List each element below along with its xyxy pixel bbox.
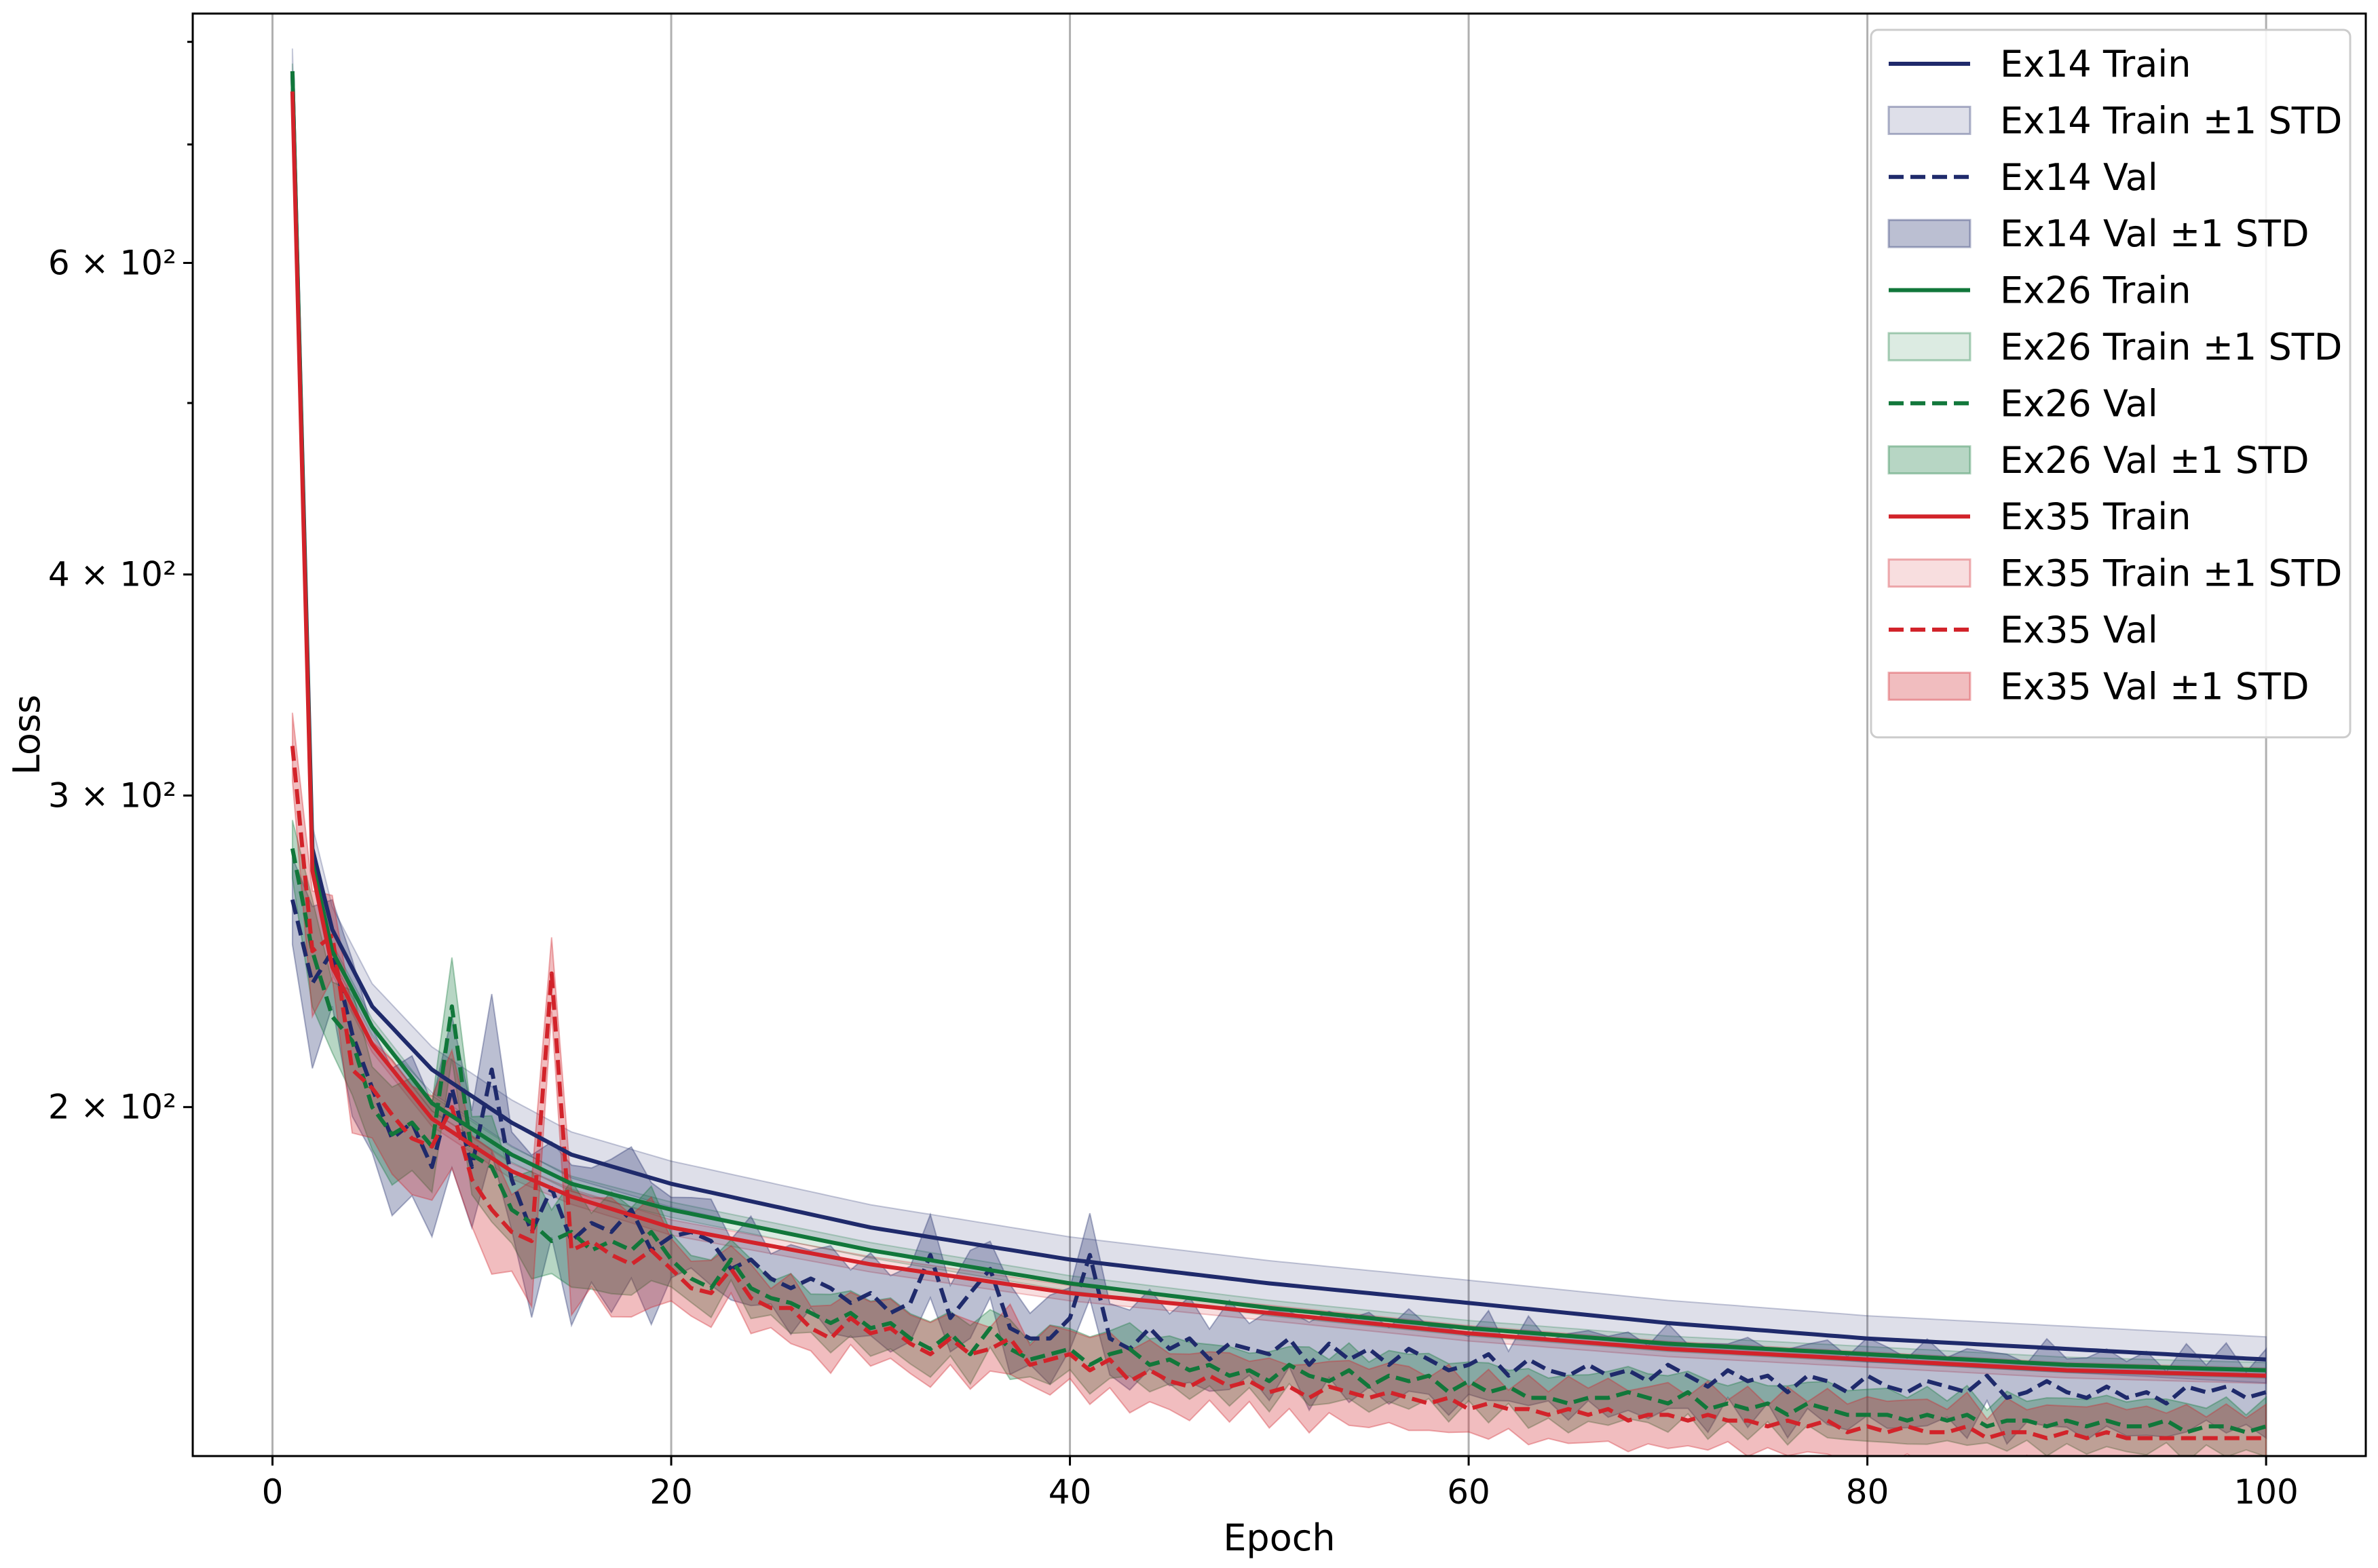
x-tick-label: 100 <box>2233 1472 2298 1512</box>
legend-label: Ex35 Val ±1 STD <box>2000 665 2309 708</box>
ex26-train-std-band <box>291 63 2267 1379</box>
legend-band-swatch <box>1887 558 1971 588</box>
legend-entry: Ex14 Val ±1 STD <box>1887 212 2309 255</box>
y-axis-label: Loss <box>5 695 48 775</box>
legend-label: Ex35 Train <box>2000 495 2191 538</box>
ex14-train-line <box>290 71 2267 1362</box>
legend-label: Ex14 Train <box>2000 43 2191 85</box>
legend-entry: Ex14 Val <box>1889 156 2158 199</box>
y-tick-label: 3 × 10² <box>48 776 176 815</box>
legend-entry: Ex35 Val ±1 STD <box>1887 665 2309 708</box>
legend-label: Ex35 Train ±1 STD <box>2000 552 2342 595</box>
legend-band-swatch <box>1887 445 1971 475</box>
series-lines <box>290 71 2267 1440</box>
legend-band-swatch <box>1887 218 1971 248</box>
legend-label: Ex26 Train ±1 STD <box>2000 326 2342 368</box>
legend-band-swatch <box>1887 332 1971 362</box>
ex35-train-std-band <box>291 83 2267 1385</box>
x-axis-label: Epoch <box>1223 1516 1335 1559</box>
legend-label: Ex26 Train <box>2000 269 2191 312</box>
legend-label: Ex35 Val <box>2000 609 2158 651</box>
legend-entry: Ex26 Val <box>1889 382 2158 425</box>
legend-label: Ex26 Val ±1 STD <box>2000 439 2309 482</box>
x-tick-label: 80 <box>1846 1472 1889 1512</box>
y-tick-label: 2 × 10² <box>48 1088 176 1127</box>
y-tick-label: 6 × 10² <box>48 243 176 282</box>
legend: Ex14 Train Ex14 Train ±1 STD Ex14 Val Ex14 … <box>1870 28 2352 739</box>
legend-entry: Ex14 Train <box>1889 43 2191 85</box>
legend-label: Ex14 Val <box>2000 156 2158 199</box>
ex35-val-line <box>290 746 2267 1440</box>
legend-entry: Ex26 Train ±1 STD <box>1887 326 2342 368</box>
ex14-val-std-band <box>291 857 2267 1445</box>
legend-entry: Ex14 Train ±1 STD <box>1887 99 2342 142</box>
plot-frame <box>191 12 2367 1457</box>
legend-label: Ex26 Val <box>2000 382 2158 425</box>
legend-entry: Ex35 Val <box>1889 609 2158 651</box>
legend-label: Ex14 Val ±1 STD <box>2000 212 2309 255</box>
ex35-train-line <box>290 91 2267 1378</box>
legend-box <box>1870 28 2352 739</box>
legend-band-swatch <box>1887 105 1971 135</box>
ex14-val-line <box>290 899 2267 1406</box>
legend-entry: Ex35 Train ±1 STD <box>1887 552 2342 595</box>
ex35-val-std-band <box>291 712 2267 1456</box>
legend-entry: Ex26 Val ±1 STD <box>1887 439 2309 482</box>
ex26-val-std-band <box>291 820 2267 1456</box>
legend-label: Ex14 Train ±1 STD <box>2000 99 2342 142</box>
legend-entry: Ex26 Train <box>1889 269 2191 312</box>
ex26-train-line <box>290 71 2267 1373</box>
y-tick-label: 4 × 10² <box>48 555 176 594</box>
legend-band-swatch <box>1887 671 1971 701</box>
x-tick-label: 20 <box>649 1472 693 1512</box>
x-tick-label: 40 <box>1049 1472 1092 1512</box>
x-tick-label: 0 <box>262 1472 284 1512</box>
ex26-val-line <box>290 848 2267 1434</box>
x-tick-label: 60 <box>1447 1472 1490 1512</box>
x-axis-ticks: 0 20 40 60 80 100 <box>262 1456 2299 1512</box>
legend-entry: Ex35 Train <box>1889 495 2191 538</box>
y-axis-ticks: 2 × 10² 3 × 10² 4 × 10² 6 × 10² <box>48 41 193 1127</box>
